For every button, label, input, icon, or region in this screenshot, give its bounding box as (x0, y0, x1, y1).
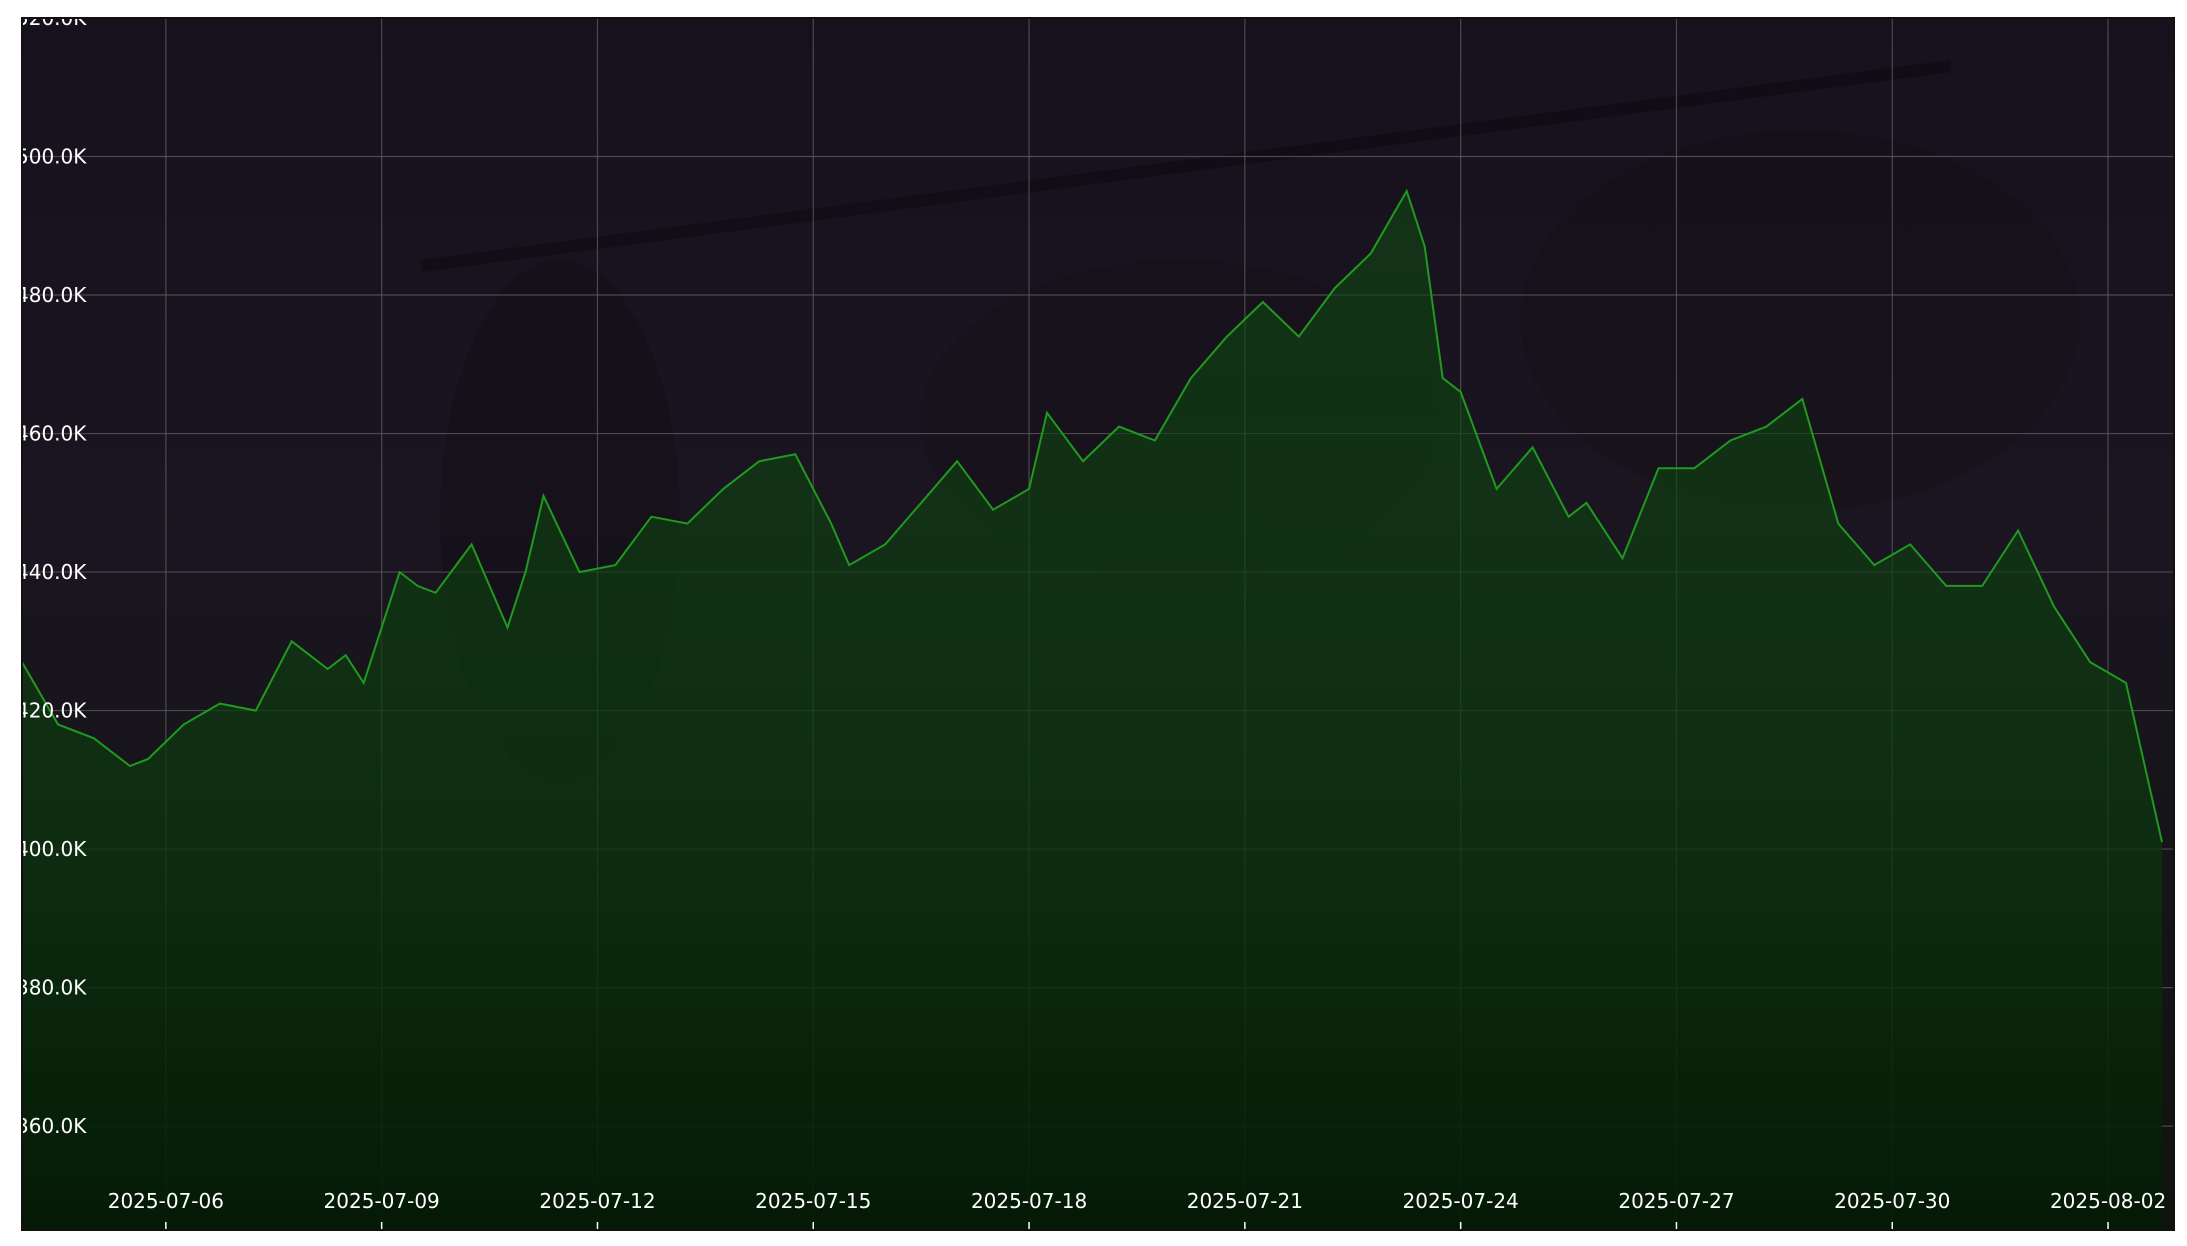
y-tick-label: 500.0K (16, 145, 87, 169)
y-axis-labels: 360.0K 380.0K 400.0K 420.0K 440.0K 460.0K 480.… (16, 6, 87, 1138)
x-axis-labels: 2025-07-06 2025-07-09 2025-07-12 2025-07-15… (108, 1189, 2166, 1213)
x-tick-label: 2025-07-18 (971, 1189, 1087, 1213)
y-tick-label: 400.0K (16, 837, 87, 861)
x-tick-label: 2025-07-27 (1618, 1189, 1734, 1213)
y-tick-label: 440.0K (16, 560, 87, 584)
x-tick-label: 2025-07-12 (539, 1189, 655, 1213)
series-line (22, 188, 2163, 843)
x-tick-label: 2025-07-09 (324, 1189, 440, 1213)
y-tick-label: 420.0K (16, 699, 87, 723)
x-tick-label: 2025-07-21 (1187, 1189, 1303, 1213)
x-tick-label: 2025-07-06 (108, 1189, 224, 1213)
y-tick-label: 360.0K (16, 1114, 87, 1138)
x-tick-label: 2025-07-15 (755, 1189, 871, 1213)
x-tick-label: 2025-07-30 (1834, 1189, 1950, 1213)
plot-frame (21, 17, 2175, 1231)
x-axis-ticks (165, 1222, 2109, 1230)
x-tick-label: 2025-07-24 (1403, 1189, 1519, 1213)
area-fill (22, 191, 2162, 1230)
y-tick-label: 380.0K (16, 976, 87, 1000)
background-banner-rail (420, 60, 1952, 272)
y-tick-label: 460.0K (16, 422, 87, 446)
background-shape-right (1520, 130, 2080, 510)
x-tick-label: 2025-08-02 (2050, 1189, 2166, 1213)
y-tick-label: 480.0K (16, 283, 87, 307)
